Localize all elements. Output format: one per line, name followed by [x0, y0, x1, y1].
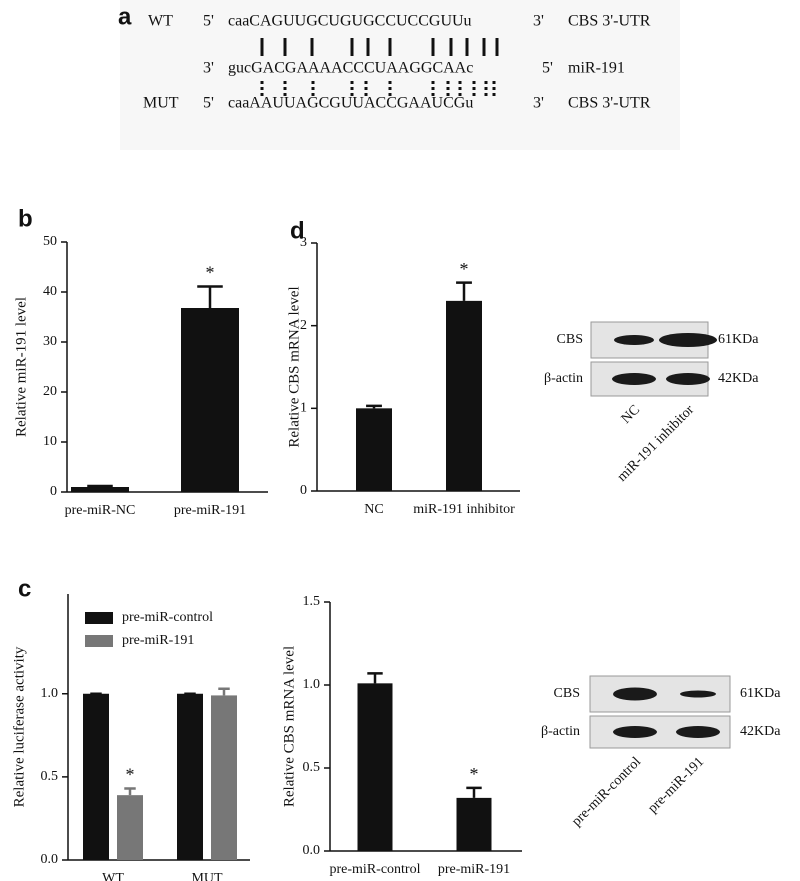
x-tick-label: miR-191 inhibitor: [413, 502, 515, 517]
error-bar: [456, 281, 472, 301]
blot-size: 42KDa: [740, 724, 781, 739]
blot-size: 42KDa: [718, 371, 759, 386]
panel-label: d: [290, 217, 305, 244]
sequence-text: 5': [542, 60, 553, 77]
panel-label: b: [18, 205, 33, 232]
blot-protein: CBS: [554, 686, 580, 701]
sequence-text: 3': [203, 60, 214, 77]
y-axis-label: Relative miR-191 level: [13, 297, 29, 437]
sequence-text: CBS 3'-UTR: [568, 13, 651, 30]
bar: [83, 693, 109, 860]
legend-swatch: [85, 612, 113, 624]
sequence-text: CBS 3'-UTR: [568, 95, 651, 112]
sequence-text: 5': [203, 13, 214, 30]
panel-label: c: [18, 575, 31, 602]
error-bar: [466, 786, 482, 798]
x-tick-label: pre-miR-control: [330, 862, 421, 877]
y-tick-label: 40: [43, 284, 57, 299]
legend-label: pre-miR-191: [122, 633, 194, 648]
y-axis-label: Relative CBS mRNA level: [286, 286, 302, 447]
x-tick-label: NC: [364, 502, 383, 517]
error-bar: [197, 285, 223, 308]
bar: [356, 408, 392, 491]
blot-lane-label: NC: [619, 402, 643, 426]
sequence-text: 3': [533, 95, 544, 112]
x-tick-label: pre-miR-191: [438, 862, 510, 877]
bar: [71, 487, 129, 492]
blot-lane-label: pre-miR-191: [645, 754, 707, 816]
y-tick-label: 0.0: [41, 852, 59, 867]
y-tick-label: 0.5: [41, 769, 59, 784]
panel-a-background: [120, 0, 680, 150]
bar: [456, 797, 492, 851]
blot-size: 61KDa: [740, 686, 781, 701]
sequence-text: caaCAGUUGCUGUGCCUCCGUUu: [228, 13, 472, 30]
blot-band: [659, 333, 717, 347]
bar: [181, 308, 239, 492]
y-tick-label: 1: [300, 401, 307, 416]
y-tick-label: 30: [43, 334, 57, 349]
legend-label: pre-miR-control: [122, 610, 213, 625]
y-axis-label: Relative luciferase activity: [11, 646, 27, 807]
bar: [211, 695, 237, 860]
y-tick-label: 50: [43, 234, 57, 249]
significance-mark: *: [206, 263, 215, 283]
y-tick-label: 0: [300, 483, 307, 498]
y-tick-label: 0.0: [303, 843, 321, 858]
x-tick-label: pre-miR-NC: [65, 503, 136, 518]
significance-mark: *: [126, 765, 135, 785]
sequence-text: miR-191: [568, 60, 625, 77]
sequence-text: 3': [533, 13, 544, 30]
legend-swatch: [85, 635, 113, 647]
error-bar: [367, 672, 383, 684]
blot-size: 61KDa: [718, 332, 759, 347]
blot-band: [612, 373, 656, 385]
blot-band: [613, 687, 657, 701]
significance-mark: *: [470, 764, 479, 784]
panel-label: a: [118, 3, 132, 30]
sequence-text: caaAAUUAGCGUUACCGAAUCGu: [228, 95, 473, 112]
y-axis-label: Relative CBS mRNA level: [281, 646, 297, 807]
y-tick-label: 10: [43, 434, 57, 449]
bar: [357, 683, 393, 851]
base-pairs: [260, 38, 499, 97]
sequence-text: gucGACGAAAACCCUAAGGCAAc: [228, 60, 473, 77]
blot-band: [613, 726, 657, 738]
y-tick-label: 0: [50, 484, 57, 499]
y-tick-label: 2: [300, 318, 307, 333]
significance-mark: *: [460, 259, 469, 279]
blot-lane-label: pre-miR-control: [569, 754, 644, 829]
blot-protein: CBS: [557, 332, 583, 347]
y-tick-label: 0.5: [303, 760, 321, 775]
error-bar: [124, 787, 136, 796]
blot-band: [666, 373, 710, 385]
sequence-text: WT: [148, 13, 173, 30]
bar: [117, 795, 143, 860]
y-tick-label: 1.5: [303, 594, 321, 609]
sequence-text: MUT: [143, 95, 179, 112]
blot-protein: β-actin: [544, 371, 583, 386]
error-bar: [218, 687, 230, 696]
y-tick-label: 3: [300, 235, 307, 250]
blot-band: [676, 726, 720, 738]
error-bar: [87, 484, 113, 488]
y-tick-label: 20: [43, 384, 57, 399]
error-bar: [366, 404, 382, 409]
y-tick-label: 1.0: [41, 686, 59, 701]
blot-band: [614, 335, 654, 345]
sequence-text: 5': [203, 95, 214, 112]
blot-protein: β-actin: [541, 724, 580, 739]
y-tick-label: 1.0: [303, 677, 321, 692]
x-tick-label: pre-miR-191: [174, 503, 246, 518]
blot-band: [680, 690, 716, 698]
x-tick-label: MUT: [191, 871, 223, 881]
bar: [177, 693, 203, 860]
x-tick-label: WT: [102, 871, 124, 881]
bar: [446, 300, 482, 491]
